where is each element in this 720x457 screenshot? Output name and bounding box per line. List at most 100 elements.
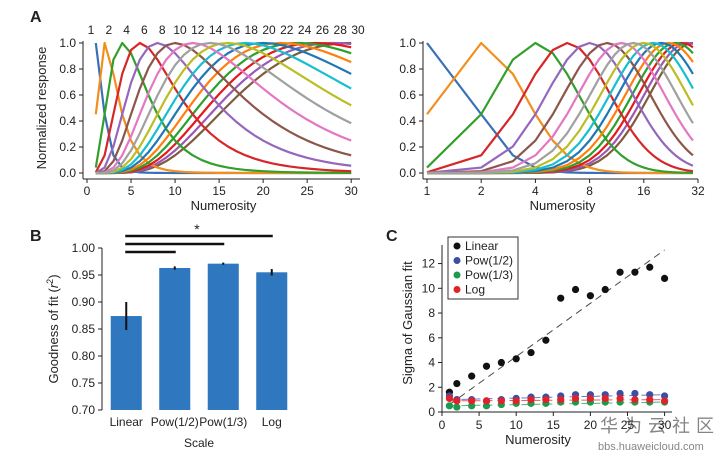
tuning-curve-n10 — [95, 41, 352, 175]
point-linear — [631, 268, 639, 276]
point-linear — [497, 358, 505, 367]
x-tick-label: 16 — [637, 184, 651, 198]
x-tick-label: 20 — [584, 418, 598, 432]
point-linear — [542, 336, 550, 344]
tuning-curve-n8 — [95, 41, 352, 174]
panel-label-b: B — [30, 228, 42, 245]
y-tick-label: 0.2 — [399, 140, 416, 154]
legend-marker — [453, 257, 461, 264]
point-pow-1-2- — [646, 391, 654, 399]
x-tick-label: 30 — [658, 418, 672, 432]
point-pow-1-3- — [482, 402, 491, 410]
y-tick-label: 0.4 — [59, 114, 76, 128]
y-tick-label: 0.80 — [72, 349, 96, 363]
y-tick-label: 0.6 — [59, 88, 76, 102]
y-tick-label: 0.85 — [72, 322, 96, 336]
point-log — [482, 397, 491, 405]
y-axis-label-var: r — [46, 283, 61, 288]
x-tick-label: 25 — [621, 418, 635, 432]
y-tick-label: 12 — [422, 257, 436, 271]
y-tick-label: 0 — [428, 405, 435, 419]
tuning-curve-n18 — [95, 41, 352, 175]
y-tick-label: 0.8 — [59, 62, 76, 76]
x-tick-label: 4 — [532, 184, 539, 198]
panel-a-log-tuning-curves: 1 2 4 8 16 32 0.0 0.2 0.4 0.6 0.8 1.0 Numerosity — [399, 36, 705, 213]
x-tick-label: 0 — [439, 418, 446, 432]
tuning-curve-n4 — [94, 41, 352, 174]
y-tick-label: 10 — [422, 281, 436, 295]
y-tick-label: 0.70 — [72, 403, 96, 417]
tuning-curve-n12 — [426, 41, 694, 175]
tuning-curve-n16 — [95, 41, 352, 175]
x-tick-label: Pow(1/2) — [151, 415, 199, 429]
tuning-curve-n4 — [426, 41, 693, 174]
point-linear — [512, 355, 520, 363]
watermark-url: bbs.huaweicloud.com — [598, 441, 704, 453]
point-pow-1-3- — [468, 402, 476, 410]
tuning-curve-n14 — [95, 41, 352, 175]
y-axis-label: Sigma of Gaussian fit — [400, 261, 415, 385]
legend-label-30: 30 — [351, 23, 365, 37]
legend-label-12: 12 — [191, 23, 205, 37]
x-tick-label: 5 — [476, 418, 483, 432]
legend-label: Linear — [465, 239, 498, 253]
bar-log — [256, 272, 288, 410]
point-linear — [468, 372, 476, 380]
point-log — [497, 397, 505, 405]
y-tick-label: 0.90 — [72, 295, 96, 309]
point-log — [660, 397, 669, 405]
panel-c-sigma-scatter: 0 5 10 15 20 25 30 0 2 4 6 8 10 12 Numerosity Sigma of … — [400, 236, 672, 447]
x-tick-label: Pow(1/3) — [199, 415, 247, 429]
tuning-curve-n22 — [95, 41, 352, 175]
x-tick-label: 15 — [212, 184, 226, 198]
y-tick-label: 0.95 — [72, 268, 96, 282]
x-tick-label: 2 — [478, 184, 485, 198]
legend-marker — [453, 242, 461, 250]
y-axis-label-suffix: ) — [46, 274, 61, 278]
x-tick-label: Linear — [110, 415, 143, 429]
tuning-curve-n14 — [426, 41, 694, 175]
legend-label: Log — [465, 283, 485, 297]
point-pow-1-3- — [445, 402, 454, 410]
legend-marker — [453, 271, 461, 279]
point-pow-1-2- — [616, 389, 624, 398]
point-log — [512, 397, 520, 405]
y-tick-label: 0.2 — [59, 140, 76, 154]
x-axis-label: Scale — [184, 436, 214, 450]
y-tick-label: 1.0 — [399, 36, 416, 50]
x-tick-label: 10 — [168, 184, 182, 198]
x-axis-label: Numerosity — [530, 198, 596, 213]
legend-label-26: 26 — [316, 23, 330, 37]
y-axis-label-prefix: Goodness of fit ( — [46, 287, 61, 383]
legend-label-6: 6 — [141, 23, 148, 37]
y-tick-label: 0.6 — [399, 88, 416, 102]
point-pow-1-3- — [453, 403, 461, 411]
point-linear — [660, 274, 669, 282]
point-linear — [453, 379, 461, 388]
x-tick-label: 8 — [586, 184, 593, 198]
watermark: 华为云社区 bbs.huaweicloud.com — [598, 416, 714, 453]
legend-label-28: 28 — [334, 23, 348, 37]
y-tick-label: 0.0 — [399, 166, 416, 180]
x-tick-label: Log — [262, 415, 282, 429]
x-tick-label: 20 — [256, 184, 270, 198]
legend-label: Pow(1/2) — [465, 254, 513, 268]
panel-b-goodness-of-fit-bars: 0.70 0.75 0.80 0.85 0.90 0.95 1.00 Linear Pow(1/… — [45, 221, 288, 450]
point-log — [601, 394, 609, 402]
tuning-curve-n6 — [94, 41, 352, 173]
significance-star: * — [194, 221, 200, 237]
legend-label-4: 4 — [123, 23, 130, 37]
point-linear — [571, 285, 580, 294]
legend-label-14: 14 — [209, 23, 223, 37]
panel-a-linear-tuning-curves: 0 5 10 15 20 25 30 0.0 0.2 0.4 0.6 0.8 1.0 Numerosity… — [34, 23, 365, 213]
point-log — [453, 397, 461, 405]
x-tick-label: 15 — [547, 418, 561, 432]
y-tick-label: 0.0 — [59, 166, 76, 180]
y-tick-label: 4 — [428, 356, 435, 370]
y-tick-label: 0.75 — [72, 376, 96, 390]
tuning-curve-n8 — [426, 41, 694, 174]
point-log — [445, 394, 454, 402]
point-log — [571, 394, 580, 402]
